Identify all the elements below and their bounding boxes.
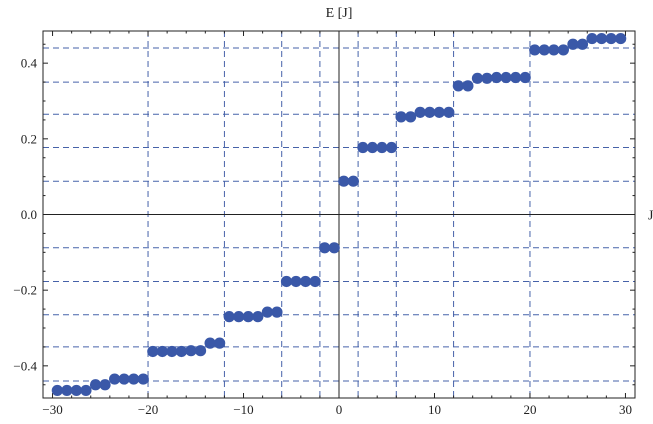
y-axis-label: E [J]	[326, 6, 353, 21]
data-point	[261, 306, 273, 318]
data-point	[500, 71, 512, 84]
data-point	[328, 242, 340, 254]
data-point	[443, 106, 455, 118]
x-tick-label: −10	[233, 402, 253, 417]
data-point	[366, 141, 379, 154]
data-point	[519, 71, 531, 84]
data-point	[452, 80, 464, 92]
y-tick-label: 0.2	[21, 131, 37, 146]
data-point	[194, 345, 207, 357]
x-tick-label: 20	[523, 402, 536, 417]
data-point	[166, 345, 178, 358]
data-point	[615, 32, 627, 45]
data-point	[271, 306, 283, 318]
data-point	[128, 373, 140, 385]
x-tick-label: −20	[138, 402, 158, 417]
data-point	[99, 379, 111, 391]
data-point	[595, 32, 608, 45]
data-point	[280, 275, 293, 288]
data-point	[147, 345, 159, 358]
data-point	[109, 373, 121, 385]
data-point	[357, 141, 369, 154]
data-point	[214, 337, 226, 349]
data-point	[185, 345, 197, 357]
y-tick-label: 0.4	[21, 56, 38, 71]
data-point	[309, 275, 321, 288]
y-tick-label: −0.2	[13, 283, 37, 298]
data-point	[319, 242, 331, 254]
data-point	[385, 141, 398, 154]
data-point	[252, 311, 264, 323]
data-point	[471, 72, 484, 84]
data-point	[233, 311, 245, 323]
x-tick-label: 10	[428, 402, 441, 417]
ticks: −30 −20 −10 0 10 20 30 −0.4 −0.2 0.0 0.2 0.4	[13, 31, 635, 417]
data-point	[89, 379, 102, 391]
data-point	[175, 345, 188, 358]
data-point	[347, 175, 359, 187]
data-point	[576, 38, 589, 50]
data-point	[548, 44, 560, 56]
data-point	[242, 311, 254, 323]
data-point	[299, 275, 312, 288]
data-point	[118, 373, 130, 385]
x-tick-label: 0	[336, 402, 343, 417]
data-point	[204, 337, 216, 349]
x-axis-label: J	[648, 209, 653, 224]
data-point	[424, 106, 436, 118]
data-point	[567, 38, 579, 50]
data-point	[586, 32, 598, 45]
data-point	[510, 71, 522, 84]
data-point	[605, 32, 617, 45]
data-points	[51, 32, 627, 397]
x-tick-label: −30	[42, 402, 62, 417]
data-point	[405, 111, 417, 123]
data-point	[538, 44, 550, 56]
data-point	[414, 106, 426, 118]
data-point	[51, 384, 63, 397]
data-point	[70, 384, 83, 397]
data-point	[462, 80, 474, 92]
x-tick-label: 30	[619, 402, 632, 417]
data-point	[490, 71, 503, 84]
data-point	[80, 384, 92, 397]
y-tick-label: −0.4	[13, 358, 37, 373]
data-point	[376, 141, 388, 154]
data-point	[433, 106, 445, 118]
data-point	[290, 275, 302, 288]
data-point	[137, 373, 149, 385]
data-point	[529, 44, 541, 56]
data-point	[156, 345, 168, 358]
y-tick-label: 0.0	[21, 207, 37, 222]
data-point	[481, 72, 493, 84]
data-point	[557, 44, 569, 56]
data-point	[61, 384, 73, 397]
data-point	[395, 111, 407, 123]
data-point	[338, 175, 350, 187]
data-point	[223, 311, 235, 323]
